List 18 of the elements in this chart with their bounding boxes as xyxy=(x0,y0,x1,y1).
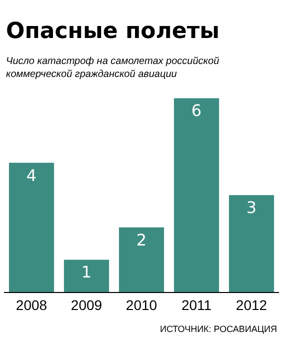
bar xyxy=(118,227,164,292)
bar xyxy=(174,98,220,292)
x-tick-label: 2012 xyxy=(236,296,268,313)
x-tick-label: 2009 xyxy=(70,296,102,313)
data-label: 4 xyxy=(26,166,37,185)
data-label: 6 xyxy=(191,101,202,120)
bar xyxy=(8,162,54,292)
x-tick-label: 2008 xyxy=(16,296,48,313)
data-label: 3 xyxy=(246,198,257,218)
x-tick-label: 2010 xyxy=(126,296,158,313)
data-label: 1 xyxy=(81,262,92,282)
bar xyxy=(228,195,274,292)
x-tick-label: 2011 xyxy=(181,296,212,313)
bar xyxy=(64,260,110,292)
data-label: 2 xyxy=(136,230,147,250)
chart-subtitle: Число катастроф на самолетах российской коммерческой гражданской авиации xyxy=(6,56,220,80)
chart-title: Опасные полеты xyxy=(6,19,220,44)
text: ИСТОЧНИК: РОСАВИАЦИЯ xyxy=(160,324,277,334)
